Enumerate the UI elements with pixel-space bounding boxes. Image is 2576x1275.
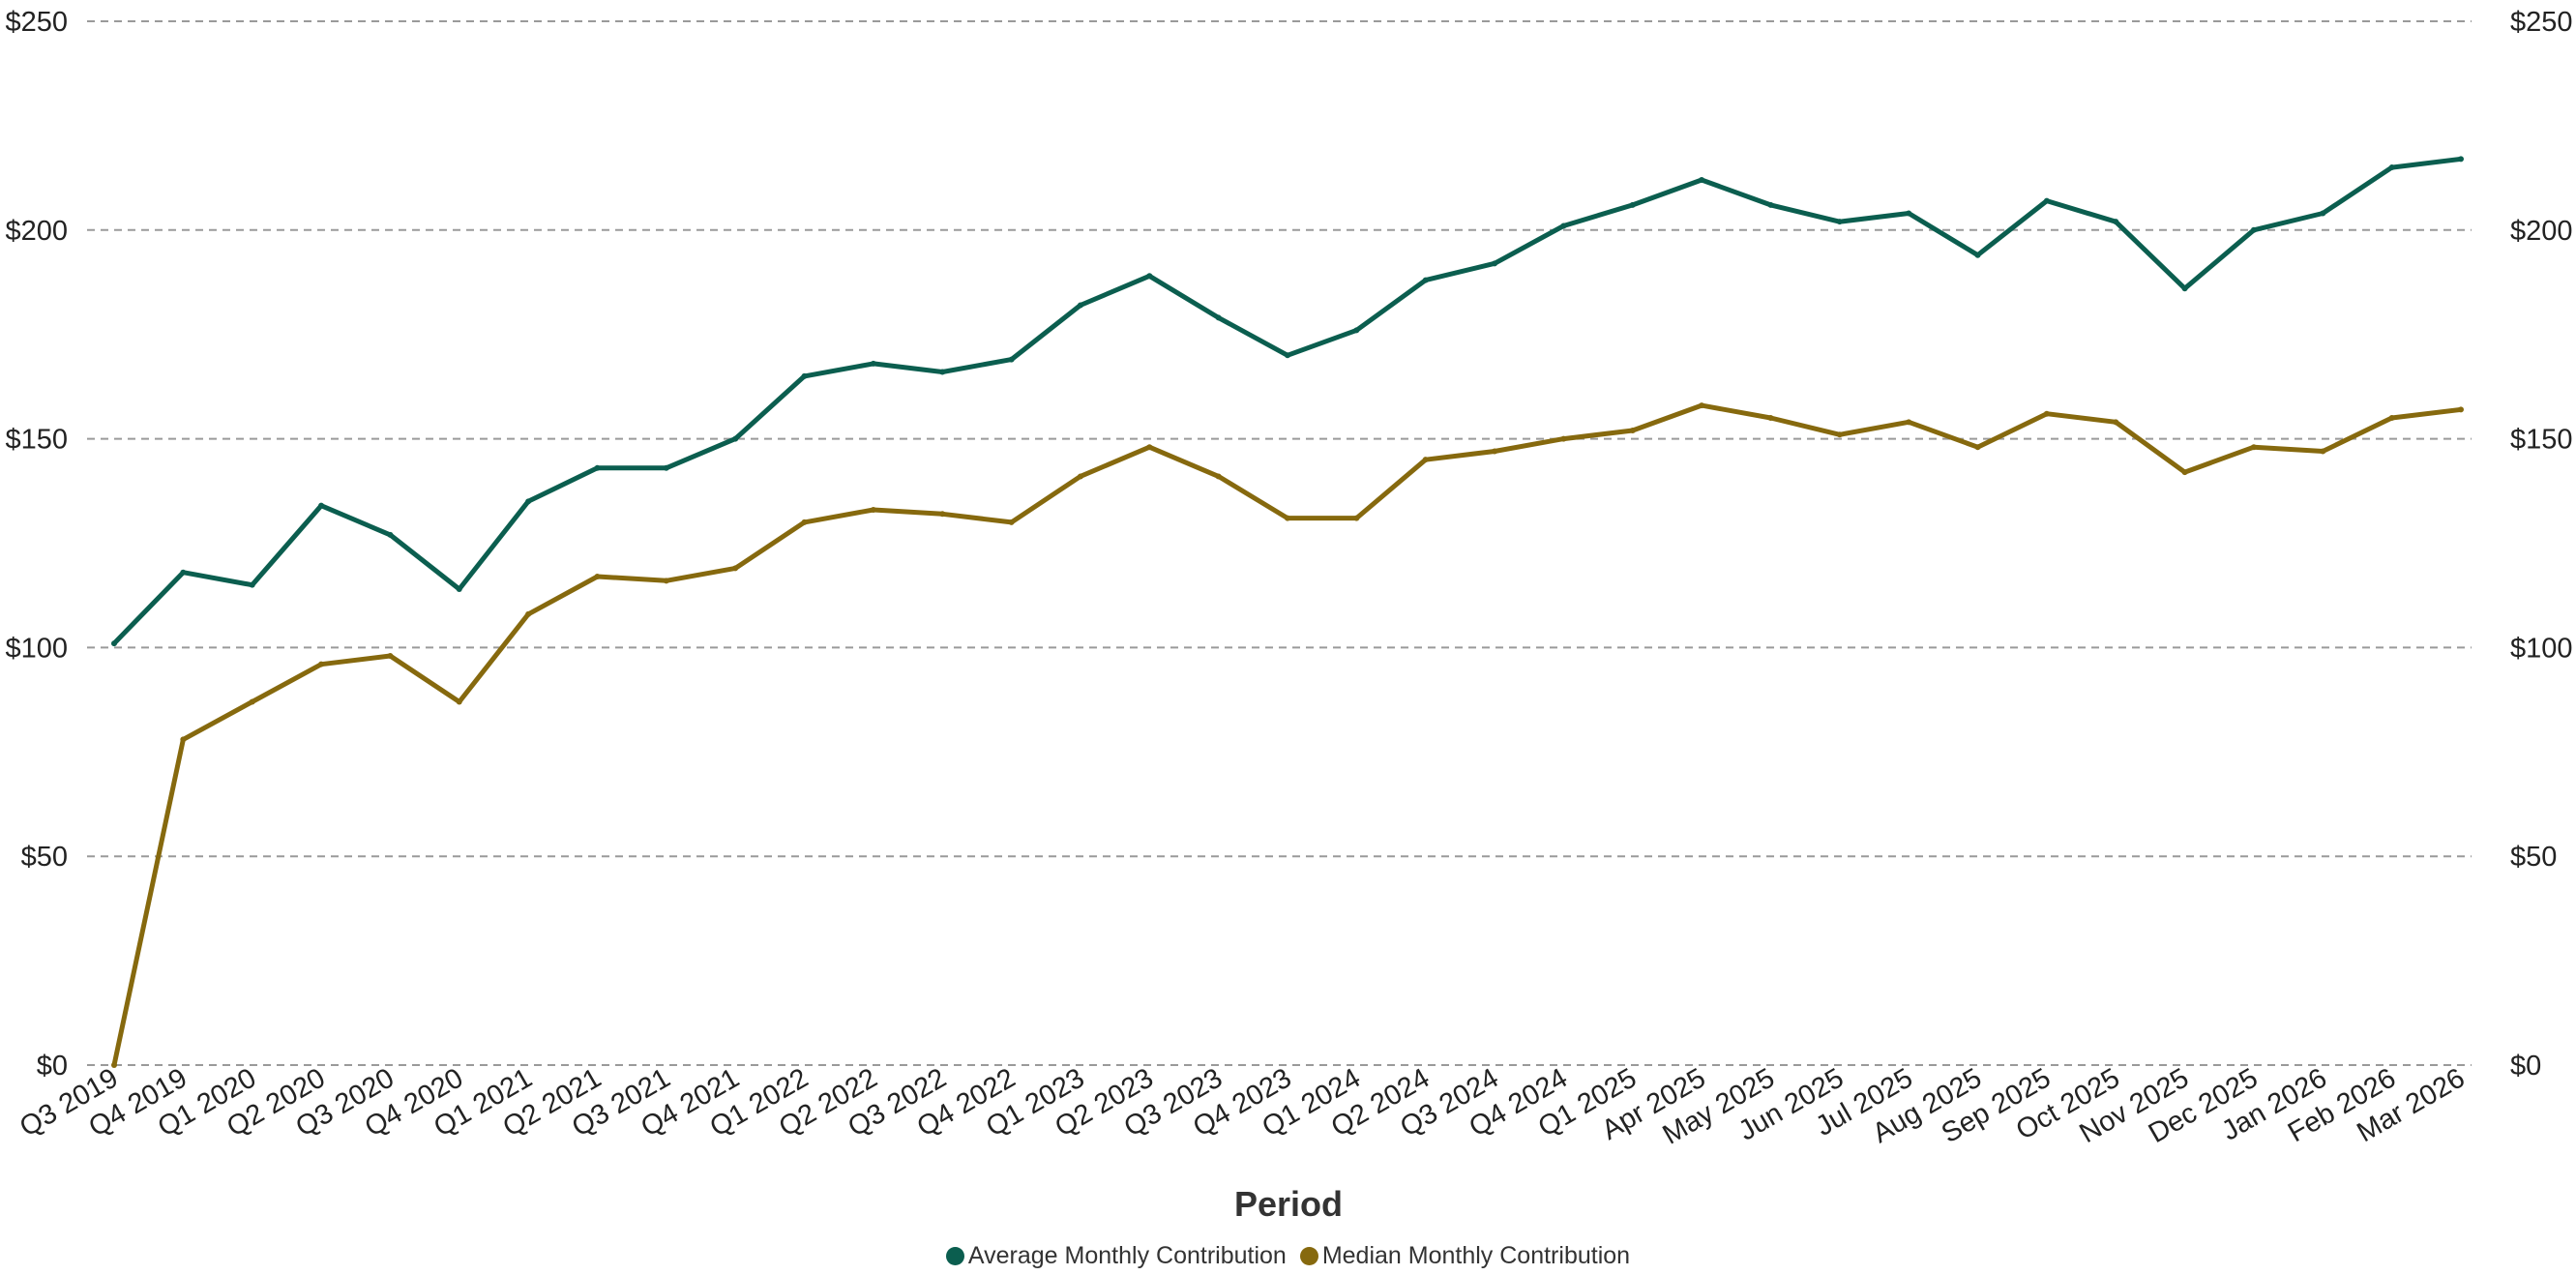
- data-point-median: [1492, 448, 1498, 455]
- series-lines: [111, 156, 2464, 1068]
- data-point-average: [801, 372, 808, 379]
- data-point-median: [1422, 457, 1429, 463]
- data-point-average: [2043, 197, 2050, 204]
- data-point-median: [1560, 435, 1567, 442]
- legend: Average Monthly Contribution Median Mont…: [0, 1236, 2576, 1275]
- data-point-median: [111, 1062, 117, 1068]
- y-tick-label-left: $250: [5, 7, 68, 38]
- y-tick-label-left: $50: [21, 842, 68, 873]
- y-axis-left: $0 $50 $100 $150 $200 $250: [5, 7, 68, 1082]
- data-point-median: [525, 610, 532, 617]
- data-point-average: [1492, 260, 1498, 267]
- data-point-median: [732, 565, 739, 572]
- y-tick-label-right: $50: [2510, 842, 2557, 873]
- series-line-average: [111, 156, 2464, 646]
- data-point-average: [870, 360, 876, 367]
- data-point-average: [1836, 219, 1843, 225]
- grid-lines: [87, 20, 2472, 1066]
- data-point-median: [594, 574, 601, 580]
- series-line-median: [111, 402, 2464, 1068]
- data-point-average: [1077, 302, 1083, 309]
- legend-item-average[interactable]: Average Monthly Contribution: [945, 1241, 1287, 1270]
- data-point-average: [1629, 201, 1636, 208]
- data-point-average: [180, 569, 187, 576]
- data-point-average: [594, 464, 601, 471]
- legend-item-median[interactable]: Median Monthly Contribution: [1299, 1241, 1631, 1270]
- data-point-median: [2320, 448, 2326, 455]
- data-point-median: [2388, 415, 2395, 422]
- data-point-average: [387, 531, 394, 538]
- data-point-average: [1008, 356, 1015, 363]
- data-point-median: [2043, 410, 2050, 417]
- data-point-average: [2388, 164, 2395, 171]
- data-point-average: [1422, 277, 1429, 283]
- data-point-median: [1146, 444, 1153, 451]
- data-point-median: [2250, 444, 2257, 451]
- y-tick-label-right: $200: [2510, 216, 2573, 247]
- data-point-median: [2113, 419, 2119, 426]
- data-point-average: [2458, 156, 2464, 163]
- legend-label-average: Average Monthly Contribution: [967, 1241, 1287, 1269]
- data-point-median: [939, 511, 946, 518]
- data-point-average: [1146, 273, 1153, 280]
- data-point-median: [870, 506, 876, 513]
- data-point-median: [1285, 515, 1290, 521]
- data-point-average: [1353, 327, 1360, 334]
- y-tick-label-left: $100: [5, 633, 68, 664]
- data-point-median: [2458, 406, 2464, 413]
- data-point-average: [2113, 219, 2119, 225]
- data-point-median: [663, 578, 669, 584]
- data-point-median: [249, 698, 255, 705]
- data-point-median: [456, 698, 462, 705]
- data-point-median: [1974, 444, 1981, 451]
- data-point-average: [456, 585, 462, 592]
- data-point-average: [663, 464, 669, 471]
- data-point-median: [1008, 519, 1015, 525]
- y-tick-label-left: $0: [37, 1051, 68, 1082]
- data-point-average: [1560, 222, 1567, 229]
- data-point-median: [387, 653, 394, 660]
- data-point-median: [1699, 402, 1705, 409]
- data-point-average: [2181, 285, 2188, 292]
- data-point-average: [525, 498, 532, 505]
- x-axis-title: Period: [1234, 1184, 1343, 1224]
- y-tick-label-right: $150: [2510, 425, 2573, 456]
- data-point-average: [1974, 252, 1981, 258]
- legend-label-median: Median Monthly Contribution: [1321, 1241, 1631, 1269]
- y-tick-label-right: $100: [2510, 633, 2573, 664]
- legend-marker-average: [945, 1246, 964, 1265]
- data-point-median: [1836, 431, 1843, 438]
- data-point-average: [1699, 177, 1705, 184]
- data-point-average: [2320, 210, 2326, 217]
- legend-marker-median: [1299, 1246, 1318, 1265]
- data-point-average: [1215, 314, 1222, 321]
- data-point-average: [1767, 201, 1774, 208]
- data-point-median: [1906, 419, 1912, 426]
- data-point-average: [111, 640, 117, 647]
- data-point-median: [2181, 469, 2188, 476]
- data-point-median: [318, 661, 325, 667]
- data-point-median: [1353, 515, 1360, 521]
- data-point-average: [249, 581, 255, 588]
- data-point-median: [1077, 473, 1083, 480]
- data-point-median: [180, 736, 187, 743]
- y-axis-right: $0 $50 $100 $150 $200 $250: [2510, 7, 2573, 1082]
- data-point-median: [1215, 473, 1222, 480]
- data-point-median: [801, 519, 808, 525]
- data-point-average: [2250, 226, 2257, 233]
- y-tick-label-right: $0: [2510, 1051, 2541, 1082]
- data-point-median: [1767, 415, 1774, 422]
- y-tick-label-left: $150: [5, 425, 68, 456]
- data-point-average: [939, 369, 946, 375]
- data-point-average: [318, 502, 325, 509]
- data-point-average: [732, 435, 739, 442]
- data-point-median: [1629, 427, 1636, 433]
- data-point-average: [1285, 352, 1290, 359]
- y-tick-label-left: $200: [5, 216, 68, 247]
- data-point-average: [1906, 210, 1912, 217]
- y-tick-label-right: $250: [2510, 7, 2573, 38]
